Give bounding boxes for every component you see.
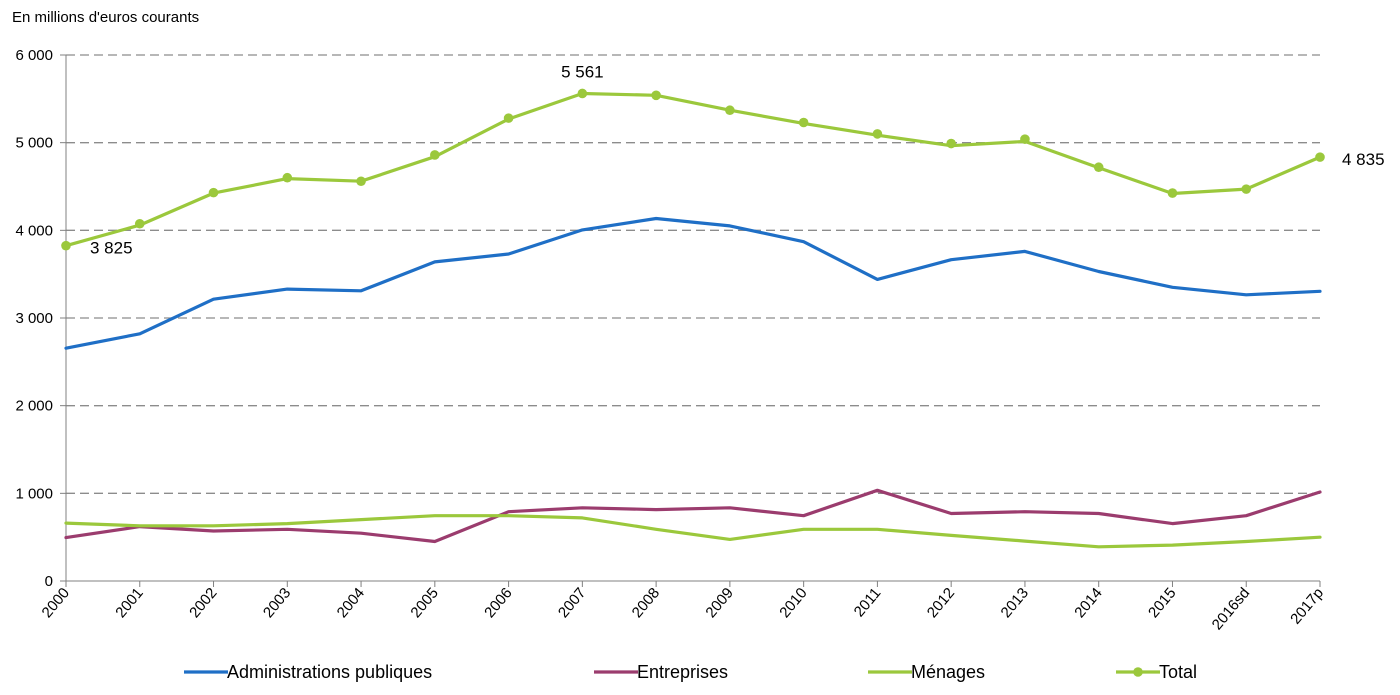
x-tick-label: 2010 — [776, 585, 810, 621]
legend: Administrations publiques Entreprises Ména… — [184, 662, 1197, 682]
series-line-administrations-publiques — [64, 216, 1322, 350]
y-tick-label: 3 000 — [15, 310, 53, 327]
y-unit-label: En millions d'euros courants — [12, 9, 199, 26]
data-point-total — [208, 187, 219, 198]
legend-label-administrations-publiques: Administrations publiques — [227, 662, 432, 682]
x-tick-label: 2001 — [112, 585, 146, 621]
x-tick-label: 2004 — [334, 585, 368, 621]
data-point-total — [1093, 162, 1104, 173]
legend-label-menages: Ménages — [911, 662, 985, 682]
legend-label-entreprises: Entreprises — [637, 662, 728, 682]
x-tick-label: 2015 — [1145, 585, 1179, 621]
data-point-total — [1020, 134, 1030, 144]
data-point-total — [1315, 152, 1325, 162]
data-label: 4 835 — [1342, 150, 1385, 169]
x-tick-label: 2014 — [1071, 585, 1105, 621]
x-tick-label: 2002 — [186, 585, 220, 621]
data-point-total — [134, 218, 145, 229]
data-point-total — [725, 105, 735, 116]
x-tick-label: 2017p — [1287, 585, 1327, 628]
x-tick-labels: 2000 2001 2002 2003 2004 2005 2006 2007 2008 2009… — [39, 585, 1327, 634]
data-point-total — [946, 138, 956, 149]
legend-marker-total — [1133, 667, 1143, 677]
data-point-total — [356, 176, 366, 187]
y-tick-label: 2 000 — [15, 398, 53, 415]
y-tick-labels: 0 1 000 2 000 3 000 4 000 5 000 6 000 — [15, 47, 53, 590]
series-line-total — [64, 91, 1322, 248]
y-tick-label: 1 000 — [15, 485, 53, 502]
data-point-total — [798, 117, 809, 128]
data-point-total — [61, 240, 71, 251]
data-point-total — [577, 88, 588, 99]
x-tick-label: 2005 — [407, 585, 441, 621]
x-tick-label: 2013 — [998, 585, 1032, 621]
y-tick-label: 5 000 — [15, 135, 53, 152]
y-tick-label: 6 000 — [15, 47, 53, 64]
data-annotations: 3 825 5 561 4 835 — [90, 62, 1385, 257]
x-tick-label: 2007 — [555, 585, 589, 621]
y-tick-label: 0 — [45, 573, 53, 590]
series-lines — [61, 88, 1325, 549]
x-tick-label: 2011 — [851, 585, 885, 621]
x-tick-label: 2008 — [629, 585, 663, 621]
data-point-total — [430, 150, 440, 160]
series-line-menages — [64, 514, 1322, 549]
series-line-entreprises — [64, 488, 1322, 544]
data-point-total — [872, 129, 883, 139]
x-tick-label: 2000 — [39, 585, 73, 621]
data-label: 3 825 — [90, 239, 133, 258]
x-tick-label: 2016sd — [1209, 585, 1254, 634]
x-tick-label: 2012 — [924, 585, 958, 621]
data-point-total — [282, 172, 293, 183]
data-point-total — [503, 113, 514, 123]
axes — [60, 54, 1321, 587]
x-tick-label: 2006 — [481, 585, 515, 621]
data-point-total — [1241, 184, 1252, 194]
y-tick-label: 4 000 — [15, 222, 53, 239]
data-label: 5 561 — [561, 62, 604, 81]
x-tick-label: 2003 — [260, 585, 294, 621]
legend-label-total: Total — [1159, 662, 1197, 682]
x-tick-label: 2009 — [702, 585, 736, 621]
data-point-total — [1167, 188, 1178, 198]
grid-lines — [66, 54, 1320, 494]
data-point-total — [651, 90, 661, 101]
